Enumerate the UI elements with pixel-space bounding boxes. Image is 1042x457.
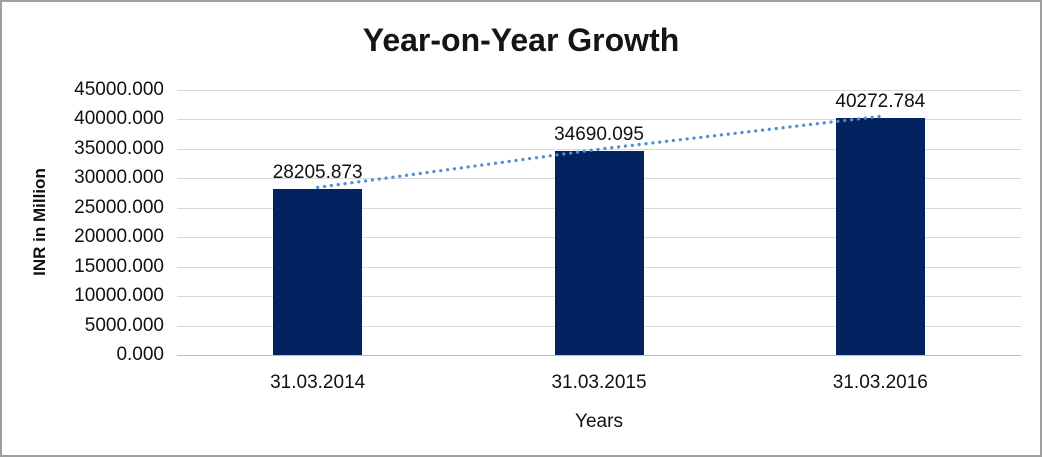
- chart-title: Year-on-Year Growth: [362, 22, 680, 58]
- y-tick-label: 5000.000: [84, 314, 164, 336]
- y-tick-label: 30000.000: [74, 167, 164, 189]
- bar-value-label: 28205.873: [272, 161, 363, 183]
- bar: [554, 150, 644, 355]
- x-tick-label: 31.03.2014: [270, 372, 366, 393]
- bar-value-label: 34690.095: [554, 123, 644, 145]
- bar: [835, 117, 925, 355]
- y-tick-label: 0.000: [116, 344, 164, 365]
- gridline: [177, 90, 1021, 91]
- y-tick-label: 15000.000: [74, 255, 164, 277]
- x-axis-line: [177, 355, 1021, 356]
- x-axis-title: Years: [575, 411, 623, 432]
- y-tick-label: 25000.000: [74, 196, 164, 218]
- y-tick-label: 10000.000: [74, 285, 164, 307]
- bar-value-label: 40272.784: [835, 90, 926, 112]
- bar: [273, 188, 363, 355]
- y-tick-label: 40000.000: [74, 108, 164, 130]
- y-tick-label: 45000.000: [74, 79, 164, 100]
- y-tick-label: 35000.000: [74, 137, 164, 159]
- y-tick-label: 20000.000: [74, 226, 164, 248]
- x-tick-label: 31.03.2015: [551, 372, 647, 393]
- x-tick-label: 31.03.2016: [832, 372, 928, 393]
